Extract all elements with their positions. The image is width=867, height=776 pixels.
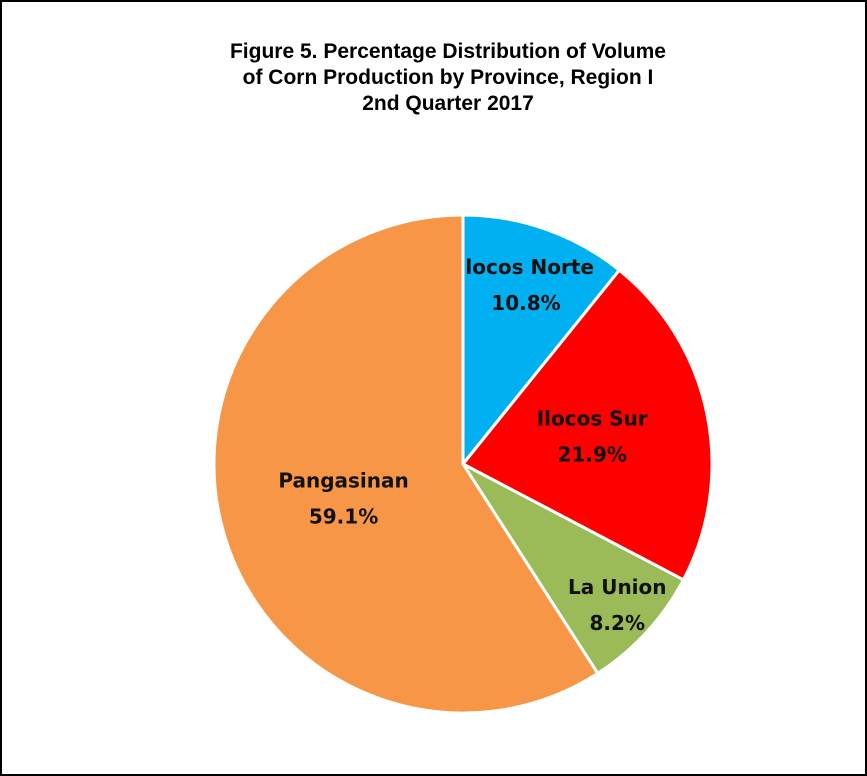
chart-title: 2nd Quarter 2017 xyxy=(362,92,534,115)
slice-value-label: 59.1% xyxy=(309,505,378,529)
slice-label: Ilocos Sur xyxy=(537,407,648,431)
slice-value-label: 21.9% xyxy=(558,443,627,467)
chart-title: Figure 5. Percentage Distribution of Vol… xyxy=(230,40,666,63)
chart-title: of Corn Production by Province, Region I xyxy=(243,66,654,89)
slice-label: Ilocos Norte xyxy=(458,255,594,279)
pie-slice xyxy=(458,460,686,676)
slice-value-label: 8.2% xyxy=(590,611,645,635)
pie-slice xyxy=(461,213,622,469)
pie-slice xyxy=(212,213,600,715)
slice-value-label: 10.8% xyxy=(491,291,560,315)
pie-slice xyxy=(460,268,714,582)
slice-label: Pangasinan xyxy=(278,469,408,493)
slice-label: La Union xyxy=(568,575,667,599)
